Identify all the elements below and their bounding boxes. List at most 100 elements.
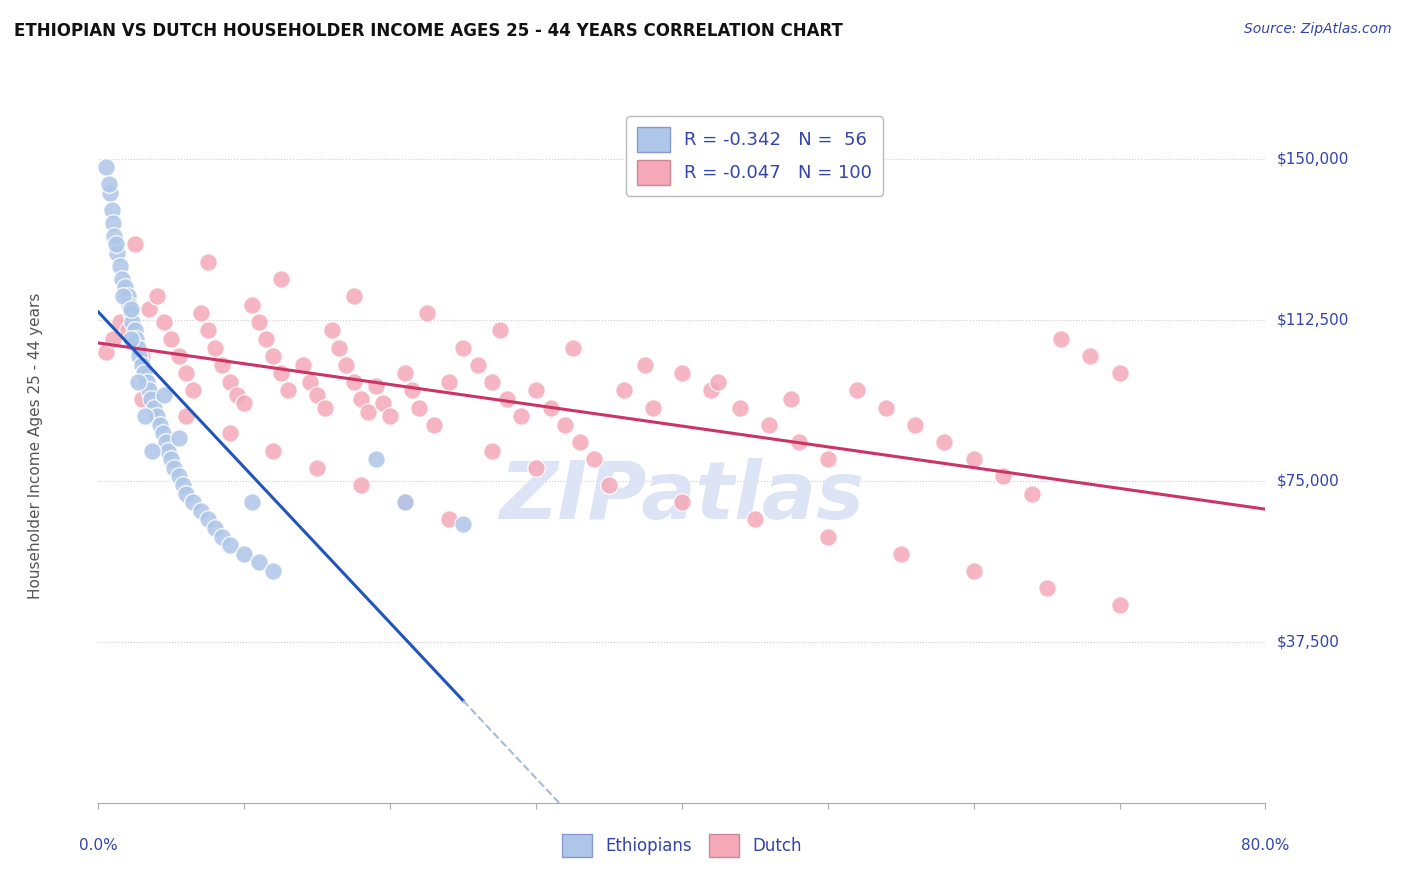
Point — [758, 417, 780, 432]
Point — [671, 367, 693, 381]
Point — [167, 349, 190, 363]
Point — [524, 384, 547, 398]
Point — [197, 512, 219, 526]
Point — [141, 443, 163, 458]
Point — [181, 495, 204, 509]
Point — [94, 160, 117, 174]
Point — [101, 216, 124, 230]
Point — [321, 323, 343, 337]
Point — [197, 323, 219, 337]
Point — [160, 452, 183, 467]
Point — [132, 367, 155, 381]
Point — [540, 401, 562, 415]
Point — [157, 443, 180, 458]
Point — [262, 564, 284, 578]
Point — [218, 375, 240, 389]
Point — [226, 388, 249, 402]
Point — [117, 323, 139, 337]
Point — [131, 392, 153, 406]
Point — [371, 396, 394, 410]
Point — [598, 478, 620, 492]
Point — [524, 460, 547, 475]
Point — [991, 469, 1014, 483]
Point — [780, 392, 803, 406]
Point — [152, 426, 174, 441]
Point — [343, 289, 366, 303]
Point — [149, 417, 172, 432]
Point — [97, 178, 120, 192]
Point — [94, 344, 117, 359]
Point — [114, 280, 136, 294]
Point — [262, 443, 284, 458]
Point — [139, 392, 162, 406]
Point — [124, 336, 146, 351]
Point — [1050, 332, 1073, 346]
Point — [744, 512, 766, 526]
Point — [934, 435, 956, 450]
Point — [172, 478, 194, 492]
Point — [120, 332, 142, 346]
Point — [554, 417, 576, 432]
Point — [451, 341, 474, 355]
Point — [270, 367, 292, 381]
Point — [163, 460, 186, 475]
Point — [197, 254, 219, 268]
Point — [298, 375, 321, 389]
Point — [247, 555, 270, 569]
Point — [307, 388, 329, 402]
Point — [817, 452, 839, 467]
Point — [394, 495, 416, 509]
Point — [211, 529, 233, 543]
Point — [875, 401, 897, 415]
Point — [218, 538, 240, 552]
Point — [612, 384, 634, 398]
Text: ETHIOPIAN VS DUTCH HOUSEHOLDER INCOME AGES 25 - 44 YEARS CORRELATION CHART: ETHIOPIAN VS DUTCH HOUSEHOLDER INCOME AG… — [14, 22, 844, 40]
Point — [962, 564, 984, 578]
Point — [307, 460, 329, 475]
Point — [204, 521, 226, 535]
Point — [481, 375, 503, 389]
Point — [104, 237, 127, 252]
Point — [127, 341, 149, 355]
Point — [634, 358, 657, 372]
Point — [233, 547, 256, 561]
Point — [181, 384, 204, 398]
Point — [1021, 486, 1043, 500]
Point — [350, 478, 373, 492]
Point — [117, 289, 139, 303]
Point — [98, 186, 121, 200]
Point — [110, 259, 132, 273]
Point — [124, 237, 146, 252]
Point — [1080, 349, 1102, 363]
Point — [488, 323, 510, 337]
Point — [131, 349, 153, 363]
Point — [101, 332, 124, 346]
Point — [495, 392, 517, 406]
Point — [155, 435, 177, 450]
Point — [233, 396, 256, 410]
Point — [277, 384, 299, 398]
Point — [408, 401, 430, 415]
Point — [394, 367, 416, 381]
Point — [240, 495, 263, 509]
Legend: Ethiopians, Dutch: Ethiopians, Dutch — [555, 827, 808, 864]
Point — [240, 297, 263, 311]
Point — [190, 306, 212, 320]
Point — [167, 469, 190, 483]
Point — [350, 392, 373, 406]
Point — [153, 388, 176, 402]
Point — [204, 341, 226, 355]
Point — [394, 495, 416, 509]
Text: Source: ZipAtlas.com: Source: ZipAtlas.com — [1244, 22, 1392, 37]
Point — [138, 384, 160, 398]
Point — [700, 384, 723, 398]
Point — [1035, 581, 1057, 595]
Point — [671, 495, 693, 509]
Point — [481, 443, 503, 458]
Text: 80.0%: 80.0% — [1241, 838, 1289, 853]
Point — [105, 246, 128, 260]
Point — [328, 341, 350, 355]
Point — [153, 315, 176, 329]
Point — [247, 315, 270, 329]
Point — [174, 367, 197, 381]
